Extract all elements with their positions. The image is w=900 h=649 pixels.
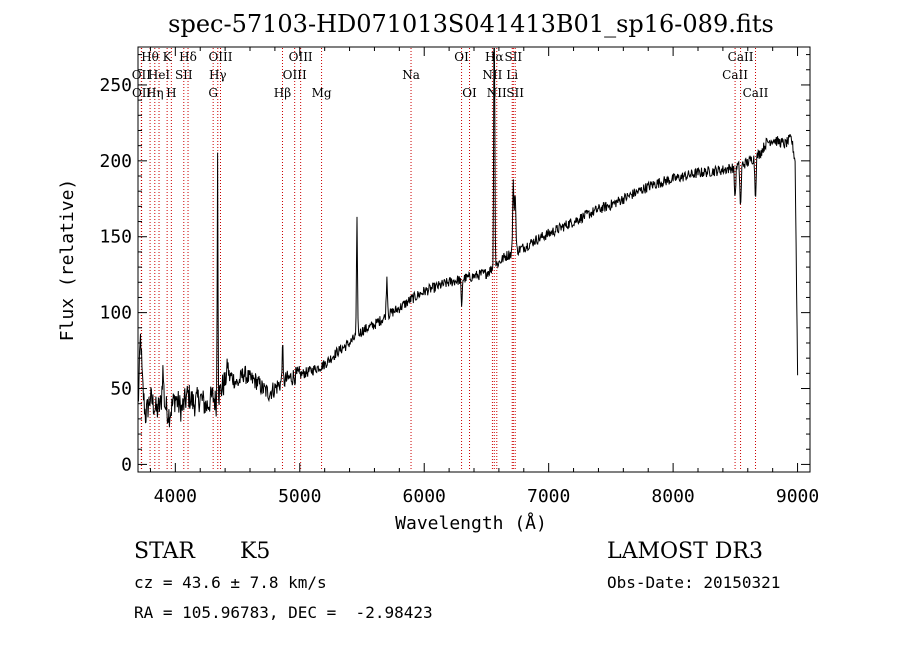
- object-class: STAR: [134, 539, 195, 564]
- line-marker-label: Hδ: [179, 50, 197, 64]
- y-axis-label: Flux (relative): [57, 179, 78, 342]
- line-marker-label: OI: [454, 50, 469, 64]
- line-marker-label: SII: [504, 50, 522, 64]
- x-axis: 4000 5000 6000 7000 8000 9000: [149, 47, 819, 507]
- line-marker-label: Hη: [146, 86, 164, 100]
- line-marker-label: Hθ: [141, 50, 159, 64]
- line-marker-label: OII: [132, 86, 152, 100]
- y-tick-label: 200: [99, 151, 132, 172]
- line-marker-label: SII: [506, 86, 524, 100]
- y-tick-label: 150: [99, 227, 132, 248]
- line-marker-label: NII: [482, 68, 502, 82]
- line-marker-label: H: [166, 86, 176, 100]
- line-marker-label: OIII: [283, 68, 307, 82]
- line-marker-label: OII: [132, 68, 152, 82]
- object-subclass: K5: [240, 539, 271, 564]
- x-tick-label: 9000: [776, 486, 819, 507]
- observation-date: Obs-Date: 20150321: [607, 573, 781, 592]
- survey-name: LAMOST DR3: [607, 539, 763, 564]
- plot-frame: [137, 46, 811, 473]
- line-marker-label: Li: [506, 68, 518, 82]
- line-marker-label: OIII: [208, 50, 232, 64]
- y-tick-label: 0: [121, 454, 132, 475]
- y-tick-label: 50: [110, 379, 132, 400]
- y-axis: 0 50 100 150 200 250: [99, 54, 810, 475]
- line-marker-labels: OII OII Hθ Hη HeI K H SII Hδ G Hγ OIII Hβ OIII OIII Mg N…: [132, 50, 769, 100]
- chart-title: spec-57103-HD071013S041413B01_sp16-089.f…: [168, 10, 774, 38]
- line-markers: [140, 48, 756, 471]
- x-axis-label: Wavelength (Å): [395, 512, 547, 534]
- line-marker-label: NII: [487, 86, 507, 100]
- x-tick-label: 5000: [278, 486, 321, 507]
- line-marker-label: Hγ: [209, 68, 227, 82]
- line-marker-label: G: [208, 86, 218, 100]
- ra-dec-coordinates: RA = 105.96783, DEC = -2.98423: [134, 603, 433, 622]
- line-marker-label: CaII: [728, 50, 754, 64]
- y-tick-label: 100: [99, 303, 132, 324]
- x-tick-label: 7000: [527, 486, 570, 507]
- line-marker-label: Na: [402, 68, 420, 82]
- y-tick-label: 250: [99, 75, 132, 96]
- line-marker-label: Hβ: [274, 86, 291, 100]
- x-tick-label: 8000: [651, 486, 694, 507]
- line-marker-label: SII: [175, 68, 193, 82]
- line-marker-label: K: [163, 50, 173, 64]
- line-marker-label: OI: [462, 86, 477, 100]
- x-tick-label: 6000: [403, 486, 446, 507]
- line-marker-label: CaII: [722, 68, 748, 82]
- line-marker-label: HeI: [148, 68, 171, 82]
- x-tick-label: 4000: [154, 486, 197, 507]
- line-marker-label: Mg: [312, 86, 332, 100]
- line-marker-label: OIII: [289, 50, 313, 64]
- flux-series-line: [137, 48, 799, 428]
- line-marker-label: CaII: [743, 86, 769, 100]
- redshift-velocity: cz = 43.6 ± 7.8 km/s: [134, 573, 327, 592]
